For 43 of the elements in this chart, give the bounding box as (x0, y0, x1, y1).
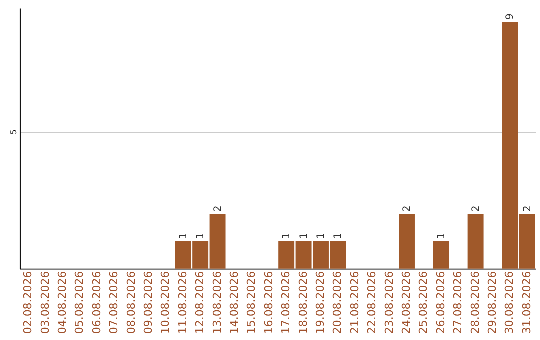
x-tick-label: 16.08.2026 (262, 271, 276, 334)
data-label: 1 (282, 233, 293, 240)
data-label: 1 (316, 233, 327, 240)
x-tick-label: 07.08.2026 (108, 271, 121, 334)
x-tick-label: 03.08.2026 (38, 271, 52, 334)
x-tick-label: 18.08.2026 (296, 271, 310, 334)
x-tick-label: 10.08.2026 (159, 271, 172, 334)
y-tick-label: 5 (9, 130, 18, 135)
data-label: 2 (470, 206, 482, 212)
x-tick-label: 14.08.2026 (228, 271, 241, 334)
x-tick-label: 28.08.2026 (468, 271, 482, 334)
x-tick-label: 08.08.2026 (124, 271, 138, 334)
data-label: 1 (178, 233, 190, 240)
x-tick-label: 25.08.2026 (417, 271, 430, 334)
x-tick-label: 20.08.2026 (331, 271, 344, 334)
x-tick-label: 24.08.2026 (400, 271, 413, 334)
x-tick-label: 12.08.2026 (194, 271, 207, 334)
x-tick-label: 23.08.2026 (382, 271, 396, 334)
x-tick-label: 30.08.2026 (503, 271, 516, 334)
x-tick-label: 02.08.2026 (22, 271, 35, 334)
data-label: 2 (522, 206, 534, 212)
x-tick-label: 06.08.2026 (90, 271, 104, 334)
data-label: 2 (212, 206, 224, 212)
x-tick-label: 22.08.2026 (366, 271, 379, 334)
data-label: 1 (333, 233, 344, 240)
x-tick-label: 29.08.2026 (486, 271, 499, 334)
data-label: 9 (505, 14, 516, 20)
x-tick-label: 11.08.2026 (176, 271, 190, 334)
x-tick-label: 15.08.2026 (245, 271, 258, 334)
data-label: 1 (436, 233, 448, 240)
x-tick-label: 26.08.2026 (434, 271, 448, 334)
x-tick-label: 27.08.2026 (452, 271, 465, 334)
x-tick-label: 13.08.2026 (210, 271, 224, 334)
data-label: 1 (196, 233, 207, 240)
x-tick-label: 17.08.2026 (280, 271, 293, 334)
x-tick-label: 31.08.2026 (520, 271, 534, 334)
x-tick-label: 19.08.2026 (314, 271, 327, 334)
x-tick-label: 05.08.2026 (73, 271, 86, 334)
x-tick-label: 04.08.2026 (56, 271, 69, 334)
data-label: 1 (298, 233, 310, 240)
x-tick-label: 09.08.2026 (142, 271, 155, 334)
x-tick-label: 21.08.2026 (348, 271, 362, 334)
data-label: 2 (402, 206, 413, 212)
